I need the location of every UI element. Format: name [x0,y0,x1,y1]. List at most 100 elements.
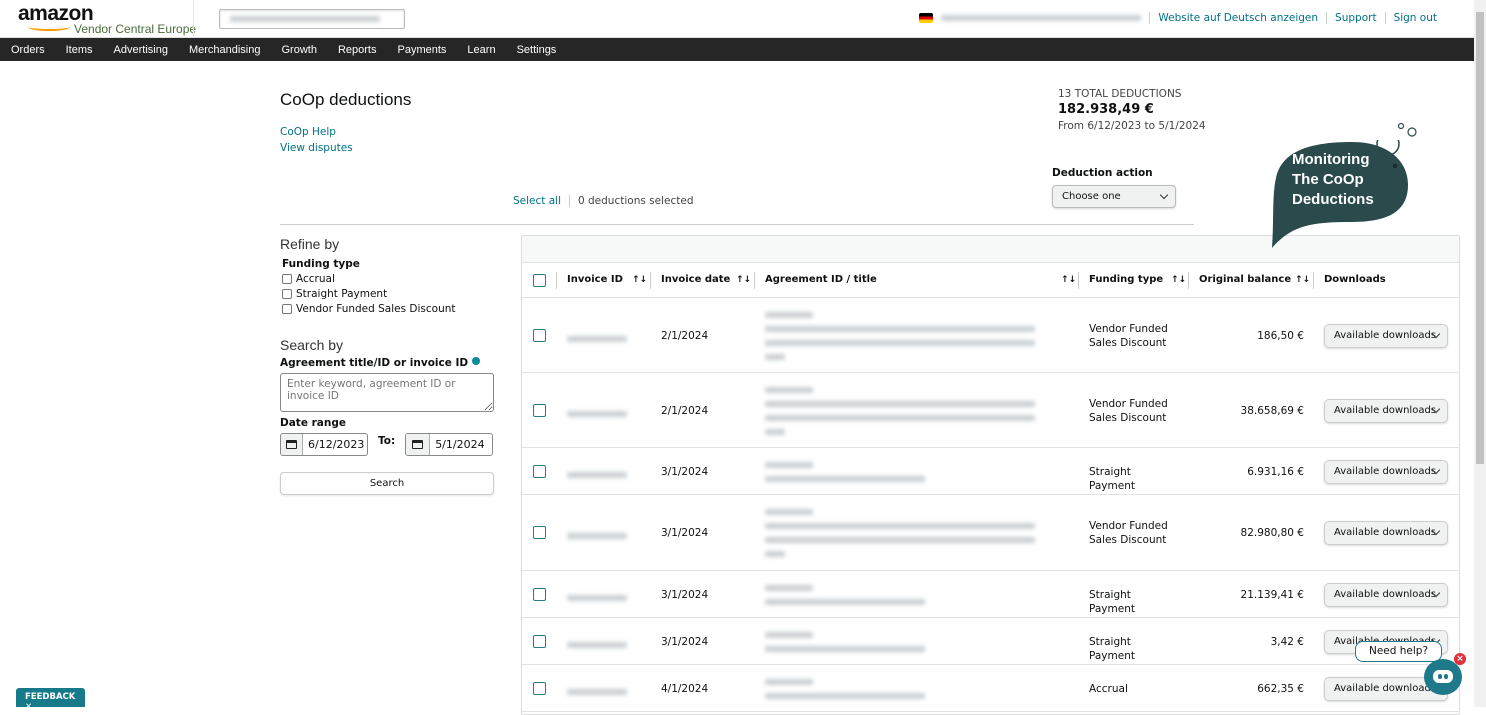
agreement-title [765,454,925,482]
german-site-link[interactable]: Website auf Deutsch anzeigen [1158,12,1319,24]
table-row: 3/1/2024 Straight Payment 21.139,41 € Av… [522,571,1459,618]
invoice-id[interactable] [567,685,627,699]
table-row: 4/1/2024 Accrual 662,35 € Available down… [522,665,1459,712]
row-checkbox[interactable] [533,634,546,648]
filter-accrual[interactable]: Accrual [282,273,495,285]
available-downloads-dropdown[interactable]: Available downloads [1324,398,1448,423]
nav-items[interactable]: Items [65,43,93,56]
nav-payments[interactable]: Payments [397,43,447,56]
row-checkbox[interactable] [533,403,546,417]
chatbot-icon[interactable] [1424,659,1462,695]
invoice-id[interactable] [567,591,627,605]
nav-growth[interactable]: Growth [281,43,317,56]
sort-icon[interactable]: ↑↓ [632,275,648,285]
table-header: Invoice ID ↑↓ Invoice date ↑↓ Agreement … [522,263,1459,298]
feedback-button[interactable]: FEEDBACK ✕ [16,688,85,712]
info-icon[interactable] [471,357,480,365]
sort-icon[interactable]: ↑↓ [1061,275,1077,285]
deduction-action-select[interactable]: Choose one [1052,185,1176,208]
deduction-action-label: Deduction action [1052,167,1153,179]
page-title: CoOp deductions [280,90,412,109]
nav-orders[interactable]: Orders [11,43,45,56]
row-checkbox[interactable] [533,328,546,342]
available-downloads-dropdown[interactable]: Available downloads [1324,582,1448,607]
original-balance: 21.139,41 € [1240,588,1304,601]
funding-type: Straight Payment [1089,588,1135,615]
top-bar: amazon Vendor Central Europe Website auf… [0,0,1474,38]
support-link[interactable]: Support [1335,12,1377,24]
agreement-title [765,671,925,699]
original-balance: 82.980,80 € [1240,527,1304,539]
agreement-title [765,501,1035,557]
coop-help-link[interactable]: CoOp Help [280,126,336,138]
chevron-down-icon [1159,190,1169,200]
available-downloads-dropdown[interactable]: Available downloads [1324,459,1448,484]
account-switcher[interactable] [219,9,405,29]
agreement-title [765,577,925,605]
invoice-id[interactable] [567,468,627,482]
original-balance: 662,35 € [1257,682,1304,695]
amazon-vendor-central-logo[interactable]: amazon Vendor Central Europe [18,2,197,36]
original-balance: 3,42 € [1270,635,1304,648]
divider [280,224,1194,225]
original-balance: 38.658,69 € [1240,404,1304,417]
sort-icon[interactable]: ↑↓ [736,275,752,285]
available-downloads-dropdown[interactable]: Available downloads [1324,521,1448,545]
account-name [941,15,1142,21]
search-input[interactable] [280,373,494,412]
calendar-icon [286,440,297,449]
available-downloads-dropdown[interactable]: Available downloads [1324,323,1448,348]
row-checkbox[interactable] [533,681,546,695]
invoice-date: 3/1/2024 [661,465,709,478]
deductions-table: Invoice ID ↑↓ Invoice date ↑↓ Agreement … [521,235,1460,715]
invoice-date: 4/1/2024 [661,682,709,695]
table-row: 2/1/2024 Vendor Funded Sales Discount 38… [522,373,1459,448]
totals-summary: 13 TOTAL DEDUCTIONS 182.938,49 € From 6/… [1058,88,1206,132]
nav-merchandising[interactable]: Merchandising [188,43,261,56]
selected-count: 0 deductions selected [578,195,694,207]
funding-type: Accrual [1089,682,1128,695]
original-balance: 186,50 € [1257,329,1304,342]
date-from-input[interactable]: 6/12/2023 [280,433,368,456]
invoice-date: 3/1/2024 [661,635,709,648]
invoice-date: 3/1/2024 [661,527,709,539]
funding-type: Straight Payment [1089,635,1135,662]
invoice-id[interactable] [567,638,627,652]
filter-panel: Refine by Funding type Accrual Straight … [280,236,495,495]
bubbles-decoration [1397,122,1417,137]
view-disputes-link[interactable]: View disputes [280,141,353,154]
nav-learn[interactable]: Learn [467,43,496,56]
row-checkbox[interactable] [533,464,546,478]
select-all-link[interactable]: Select all [513,195,561,207]
close-chat-icon[interactable]: × [1454,653,1466,665]
main-nav: Orders Items Advertising Merchandising G… [0,38,1474,61]
divider [193,0,194,38]
funding-type: Straight Payment [1089,465,1135,492]
scrollbar[interactable] [1474,0,1486,707]
invoice-id[interactable] [567,529,627,543]
agreement-title [765,624,925,652]
row-checkbox[interactable] [533,587,546,601]
sort-icon[interactable]: ↑↓ [1295,275,1311,285]
table-row: 2/1/2024 Vendor Funded Sales Discount 18… [522,298,1459,373]
invoice-id[interactable] [567,332,627,346]
need-help-bubble[interactable]: Need help? [1355,641,1442,662]
table-row: 3/1/2024 Straight Payment 3,42 € Availab… [522,618,1459,665]
row-checkbox[interactable] [533,526,546,539]
nav-advertising[interactable]: Advertising [113,43,168,56]
invoice-id[interactable] [567,407,627,421]
filter-straight-payment[interactable]: Straight Payment [282,288,495,300]
sign-out-link[interactable]: Sign out [1393,12,1437,24]
sort-icon[interactable]: ↑↓ [1171,275,1187,285]
smile-icon [28,23,70,31]
agreement-title [765,379,1035,435]
search-button[interactable]: Search [280,472,494,495]
filter-vendor-funded[interactable]: Vendor Funded Sales Discount [282,303,495,315]
nav-reports[interactable]: Reports [337,43,377,56]
table-row: 3/1/2024 Straight Payment 6.931,16 € Ava… [522,448,1459,495]
funding-type: Vendor Funded Sales Discount [1089,397,1168,424]
funding-type: Vendor Funded Sales Discount [1089,322,1168,349]
select-all-checkbox[interactable] [533,274,546,287]
nav-settings[interactable]: Settings [516,43,557,56]
date-to-input[interactable]: 5/1/2024 [405,433,494,456]
